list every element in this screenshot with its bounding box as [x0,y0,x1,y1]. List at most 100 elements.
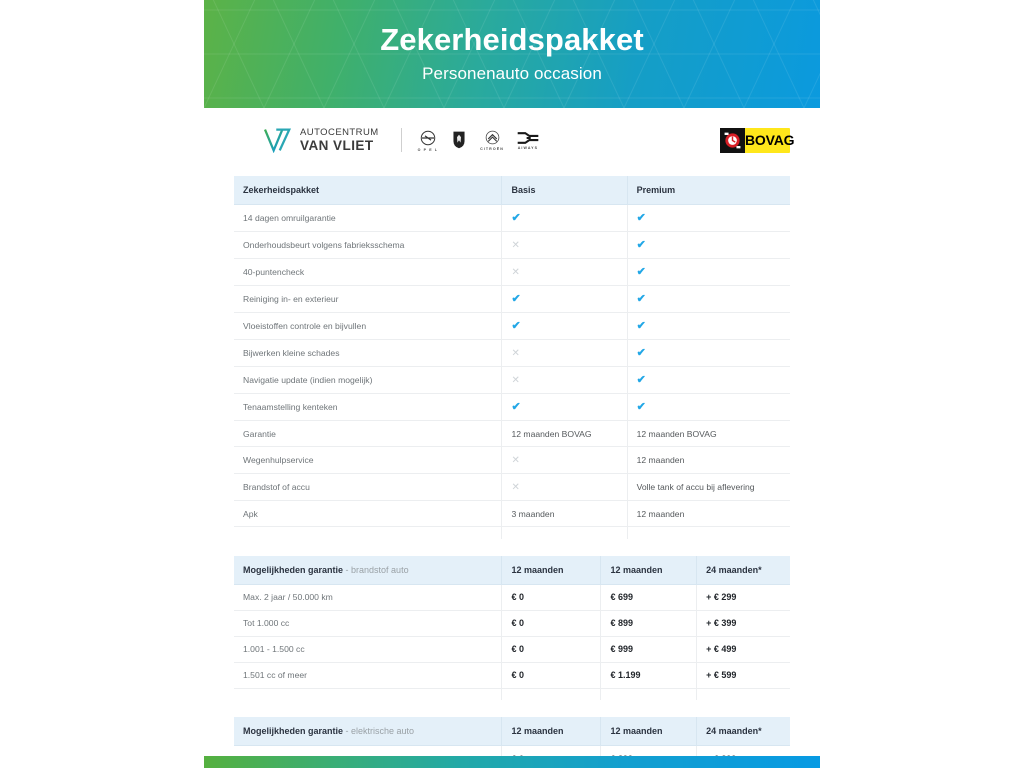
warranty-price-c1: € 0 [501,662,602,689]
electric-header-subtitle: - elektrische auto [343,726,415,736]
electric-table-header-row: Mogelijkheden garantie - elektrische aut… [234,717,790,746]
cross-icon: ✕ [511,374,520,386]
feature-premium-cell: ✔ [627,366,790,394]
fuel-header-title: Mogelijkheden garantie - brandstof auto [234,555,503,585]
feature-basis-cell: ✔ [501,285,628,313]
feature-basis-cell: ✕ [501,231,628,259]
peugeot-icon [453,131,465,149]
check-icon: ✔ [636,292,646,305]
fuel-header-col3: 24 maanden* [696,555,790,585]
document-sheet: Zekerheidspakket Personenauto occasion [204,0,820,768]
header-banner: Zekerheidspakket Personenauto occasion [204,0,820,108]
table-row: 1.001 - 1.500 cc € 0 € 999 + € 499 [234,636,790,663]
bovag-logo: BOVAG [720,127,795,153]
table-spacer-row [234,526,790,539]
table-spacer-row [234,688,790,700]
feature-premium-cell: ✔ [627,285,790,313]
warranty-label: 1.001 - 1.500 cc [234,636,503,663]
opel-caption: O P E L [417,147,439,152]
feature-label: Onderhoudsbeurt volgens fabrieksschema [234,231,503,259]
table-row: Reiniging in- en exterieur ✔ ✔ [234,285,790,313]
feature-label: Wegenhulpservice [234,446,503,474]
warranty-price-c2: € 699 [600,584,698,611]
feature-premium-cell: 12 maanden [627,446,790,474]
check-icon: ✔ [511,319,521,332]
brand-line-1: AUTOCENTRUM [300,127,379,138]
logo-divider [400,128,402,152]
table-row: Apk 3 maanden 12 maanden [234,500,790,527]
table-gap-1 [234,539,790,556]
fuel-header-col2: 12 maanden [600,555,698,585]
cross-icon: ✕ [511,239,520,251]
table-row: Bijwerken kleine schades ✕ ✔ [234,339,790,367]
warranty-label: 1.501 cc of meer [234,662,503,689]
citroen-icon [485,130,499,145]
features-table-body: 14 dagen omruilgarantie ✔ ✔ Onderhoudsbeurt… [234,204,790,539]
table-row: Brandstof of accu ✕ Volle tank of accu bij… [234,473,790,501]
feature-label: Garantie [234,420,503,447]
feature-premium-cell: ✔ [627,204,790,232]
feature-label: Navigatie update (indien mogelijk) [234,366,503,394]
feature-basis-cell: ✔ [501,204,628,232]
warranty-label: Max. 2 jaar / 50.000 km [234,584,503,611]
fuel-table-header-row: Mogelijkheden garantie - brandstof auto … [234,555,790,585]
warranty-price-c1: € 0 [501,584,602,611]
banner-title: Zekerheidspakket [380,22,644,58]
warranty-price-c3: + € 399 [696,610,790,637]
features-header-package: Zekerheidspakket [234,176,503,205]
feature-label: Vloeistoffen controle en bijvullen [234,312,503,340]
warranty-price-c3: + € 599 [696,662,790,689]
table-row: 40-puntencheck ✕ ✔ [234,258,790,286]
logo-strip: AUTOCENTRUM VAN VLIET O P E L [204,108,820,172]
feature-premium-cell: Volle tank of accu bij aflevering [627,473,790,501]
cross-icon: ✕ [511,266,520,278]
bovag-emblem-icon [720,127,745,153]
brand-line-2: VAN VLIET [300,137,374,153]
footer-gradient-bar [204,756,820,768]
banner-subtitle: Personenauto occasion [422,63,602,83]
warranty-price-c3: + € 299 [696,584,790,611]
opel-icon [420,130,436,145]
fuel-warranty-table: Mogelijkheden garantie - brandstof auto … [234,555,790,700]
peugeot-logo [451,130,467,150]
warranty-price-c3: + € 499 [696,636,790,663]
check-icon: ✔ [636,319,646,332]
warranty-price-c2: € 999 [600,636,698,663]
feature-label: Brandstof of accu [234,473,503,501]
electric-header-col3: 24 maanden* [696,717,790,746]
feature-premium-cell: ✔ [627,312,790,340]
feature-premium-cell: 12 maanden BOVAG [627,420,790,447]
table-row: Vloeistoffen controle en bijvullen ✔ ✔ [234,312,790,340]
feature-label: 40-puntencheck [234,258,503,286]
table-gap-2 [234,700,790,717]
aiways-icon [517,131,539,144]
aiways-logo: AIWAYS [517,131,539,150]
aiways-caption: AIWAYS [517,145,539,150]
table-row: 14 dagen omruilgarantie ✔ ✔ [234,204,790,232]
feature-basis-cell: ✕ [501,258,628,286]
warranty-price-c2: € 899 [600,610,698,637]
cross-icon: ✕ [511,454,520,466]
cross-icon: ✕ [511,347,520,359]
feature-label: Tenaamstelling kenteken [234,393,503,421]
feature-basis-cell: ✔ [501,312,628,340]
feature-premium-cell: ✔ [627,258,790,286]
table-row: Tot 1.000 cc € 0 € 899 + € 399 [234,610,790,637]
tables-container: Zekerheidspakket Basis Premium 14 dagen … [204,176,820,768]
features-table-header-row: Zekerheidspakket Basis Premium [234,176,790,205]
electric-header-title: Mogelijkheden garantie - elektrische aut… [234,717,503,746]
electric-header-col2: 12 maanden [600,717,698,746]
feature-label: 14 dagen omruilgarantie [234,204,503,232]
table-row: Navigatie update (indien mogelijk) ✕ ✔ [234,366,790,394]
feature-premium-cell: ✔ [627,339,790,367]
feature-basis-cell: ✕ [501,446,628,474]
fuel-header-col1: 12 maanden [501,555,602,585]
feature-premium-cell: ✔ [627,393,790,421]
cross-icon: ✕ [511,481,520,493]
feature-label: Reiniging in- en exterieur [234,285,503,313]
brand-wordmark: AUTOCENTRUM VAN VLIET [300,128,379,152]
citroen-caption: CITROËN [480,147,504,151]
check-icon: ✔ [636,265,646,278]
fuel-header-subtitle: - brandstof auto [343,564,409,575]
